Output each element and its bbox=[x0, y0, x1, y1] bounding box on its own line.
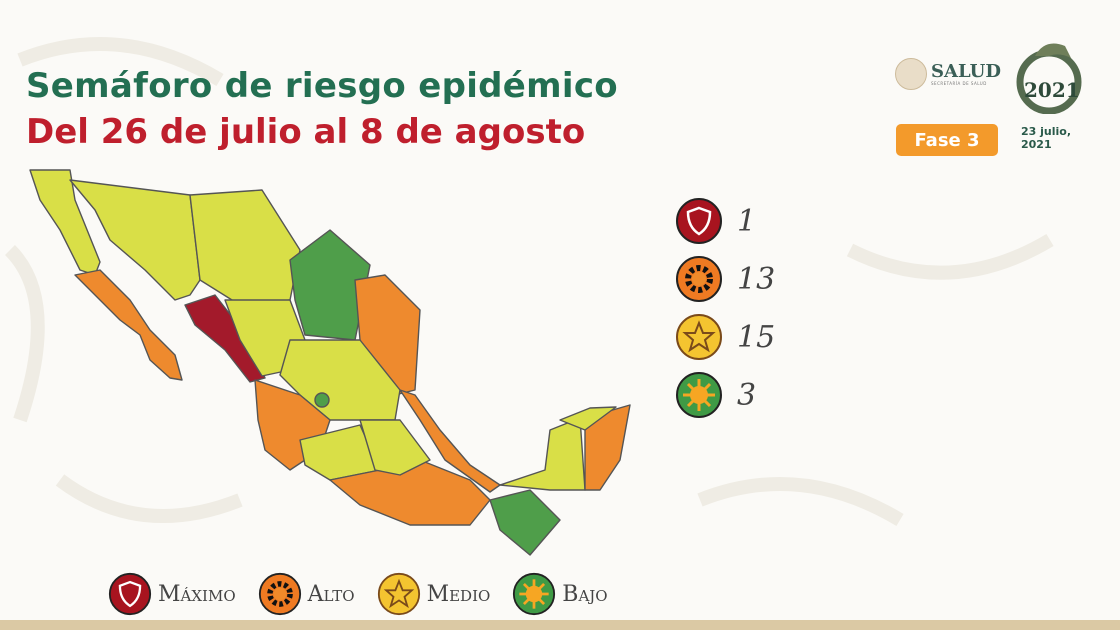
page-title: Semáforo de riesgo epidémico bbox=[26, 66, 618, 106]
star-icon bbox=[377, 572, 420, 616]
state-region bbox=[359, 419, 431, 476]
gear-icon bbox=[676, 256, 722, 302]
count-medio: 15 bbox=[675, 308, 775, 366]
sun-icon bbox=[676, 372, 722, 418]
state-region bbox=[189, 189, 301, 306]
legend-label: Alto bbox=[307, 581, 355, 607]
legend-item-medio: Medio bbox=[377, 572, 491, 616]
legend-item-alto: Alto bbox=[258, 572, 355, 616]
legend-item-maximo: Máximo bbox=[108, 572, 236, 616]
report-date: 23 julio, 2021 bbox=[1021, 125, 1072, 151]
count-bajo: 3 bbox=[675, 366, 775, 424]
legend-label: Bajo bbox=[562, 581, 608, 607]
risk-counts: 1 13 15 3 bbox=[675, 192, 775, 424]
state-region bbox=[489, 489, 561, 556]
salud-logo: SALUD SECRETARÍA DE SALUD bbox=[895, 58, 1001, 90]
salud-logo-subtext: SECRETARÍA DE SALUD bbox=[931, 80, 987, 86]
state-region bbox=[559, 406, 617, 431]
count-value: 3 bbox=[737, 377, 757, 413]
state-region bbox=[499, 417, 586, 491]
state-region bbox=[74, 269, 183, 381]
state-region bbox=[314, 392, 330, 408]
phase-badge: Fase 3 bbox=[896, 124, 998, 156]
legend-label: Máximo bbox=[158, 581, 236, 607]
serpent-2021-logo-icon bbox=[1016, 43, 1082, 114]
logo-year-text: 2021 bbox=[1024, 78, 1080, 102]
footer-strip bbox=[0, 620, 1120, 630]
legend: Máximo Alto Medio Bajo bbox=[108, 572, 630, 616]
date-range-subtitle: Del 26 de julio al 8 de agosto bbox=[26, 112, 586, 152]
count-maximo: 1 bbox=[675, 192, 775, 250]
count-value: 13 bbox=[737, 261, 776, 297]
shield-icon bbox=[676, 198, 722, 244]
legend-item-bajo: Bajo bbox=[512, 572, 608, 616]
sun-icon bbox=[513, 572, 556, 616]
gear-icon bbox=[258, 572, 301, 616]
salud-logo-text: SALUD bbox=[931, 60, 1001, 82]
legend-label: Medio bbox=[426, 581, 491, 607]
star-icon bbox=[676, 314, 722, 360]
state-region bbox=[584, 404, 631, 491]
state-region bbox=[184, 294, 266, 383]
national-seal-icon bbox=[895, 58, 927, 90]
shield-icon bbox=[108, 572, 152, 616]
count-value: 1 bbox=[737, 203, 757, 239]
count-alto: 13 bbox=[675, 250, 775, 308]
count-value: 15 bbox=[737, 319, 776, 355]
